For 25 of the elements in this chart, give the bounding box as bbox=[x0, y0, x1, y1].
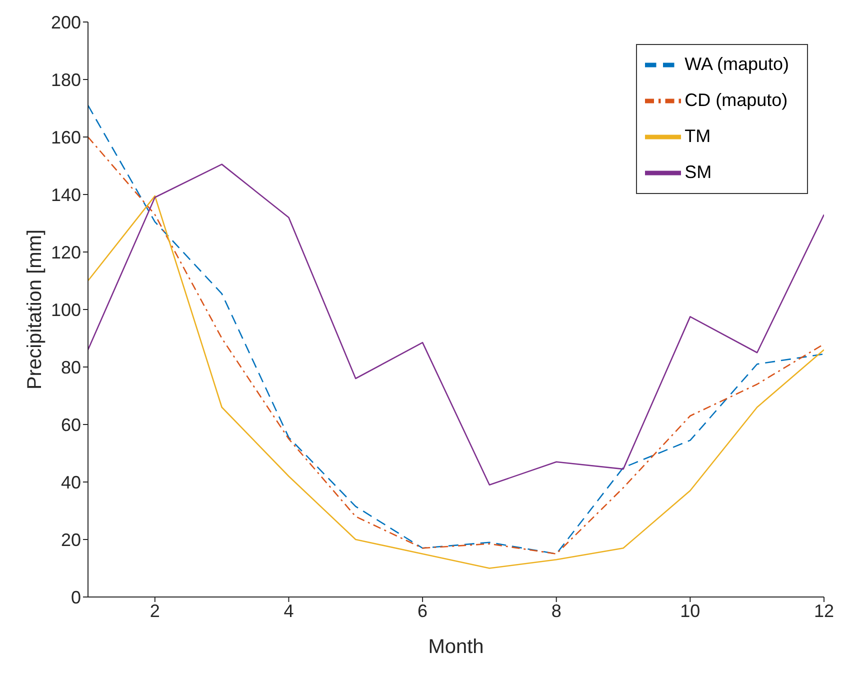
y-tick-label: 40 bbox=[60, 472, 81, 492]
y-tick-label: 20 bbox=[60, 530, 81, 550]
y-tick-label: 180 bbox=[50, 70, 81, 90]
x-tick-label: 8 bbox=[551, 600, 562, 621]
y-axis-title: Precipitation [mm] bbox=[24, 229, 46, 390]
x-tick-label: 4 bbox=[284, 600, 294, 621]
y-tick-label: 60 bbox=[60, 414, 81, 435]
x-tick-label: 12 bbox=[814, 600, 834, 621]
legend-label: CD (maputo) bbox=[684, 90, 788, 110]
line-series bbox=[88, 164, 824, 486]
y-tick-label: 200 bbox=[50, 12, 81, 32]
legend-label: WA (maputo) bbox=[684, 54, 789, 74]
x-tick-label: 6 bbox=[418, 600, 428, 621]
y-tick-label: 160 bbox=[50, 127, 81, 148]
y-tick-label: 0 bbox=[70, 587, 81, 608]
legend-label: SM bbox=[684, 162, 712, 182]
y-tick-label: 80 bbox=[60, 357, 81, 378]
y-tick-label: 120 bbox=[50, 242, 81, 262]
y-tick-label: 140 bbox=[50, 184, 81, 205]
line-series bbox=[88, 195, 824, 569]
x-tick-label: 2 bbox=[150, 600, 160, 621]
legend-label: TM bbox=[684, 126, 711, 146]
x-axis-title: Month bbox=[428, 636, 484, 658]
y-tick-label: 100 bbox=[50, 300, 81, 320]
x-tick-label: 10 bbox=[680, 600, 700, 621]
